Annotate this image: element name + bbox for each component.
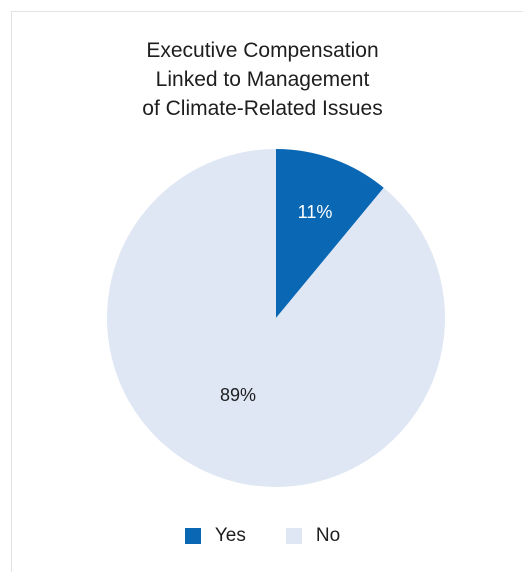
legend-item-yes: Yes xyxy=(184,525,246,547)
pie-slice-no xyxy=(106,149,445,488)
chart-title-line-3: of Climate-Related Issues xyxy=(142,97,383,120)
legend-label-yes: Yes xyxy=(214,525,246,546)
legend-swatch-yes xyxy=(184,528,201,544)
chart-title: Executive Compensation Linked to Managem… xyxy=(0,36,525,123)
legend-item-no: No xyxy=(285,525,341,547)
pie-label-no: 89% xyxy=(220,385,256,405)
legend: Yes No xyxy=(0,525,525,547)
pie-label-yes: 11% xyxy=(298,202,333,222)
pie-slice-yes xyxy=(276,149,384,318)
legend-label-no: No xyxy=(315,525,341,546)
chart-title-line-1: Executive Compensation xyxy=(146,39,379,62)
legend-swatch-no xyxy=(285,528,302,544)
chart-title-line-2: Linked to Management xyxy=(155,68,370,91)
